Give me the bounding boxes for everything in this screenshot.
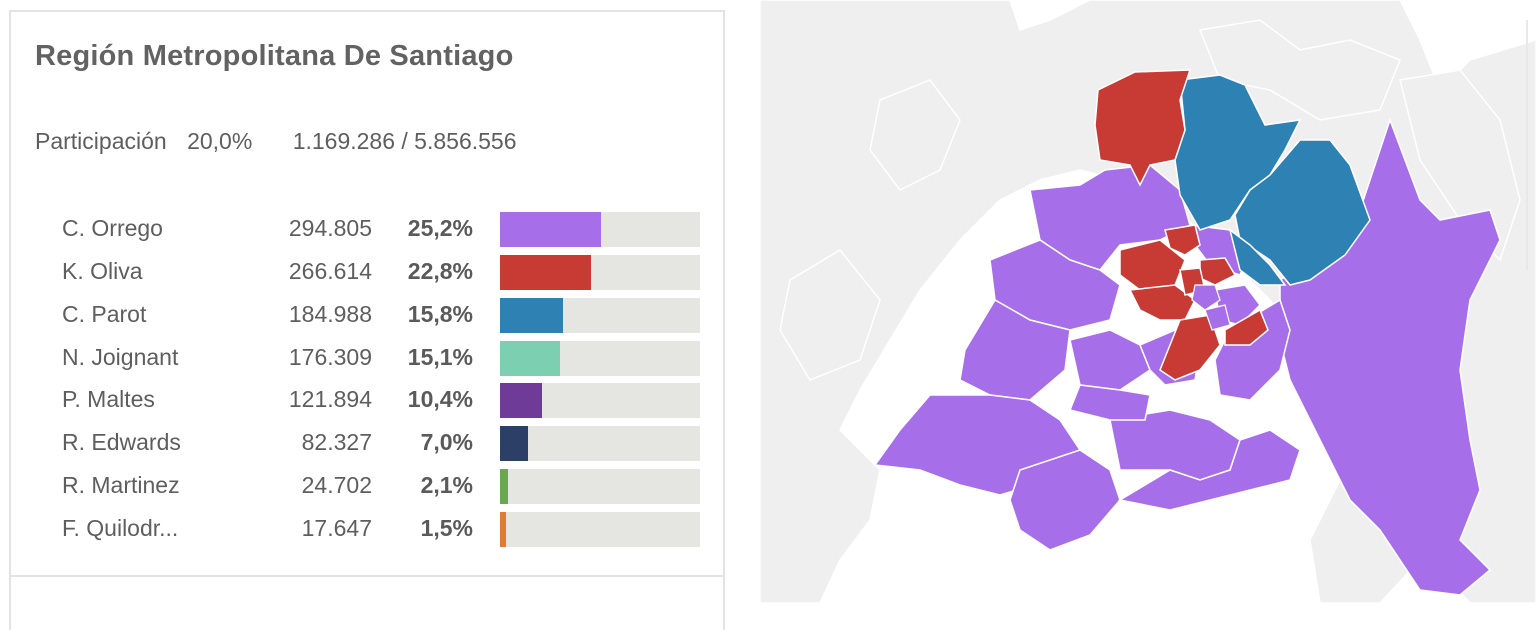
oliva-commune [1094, 69, 1192, 187]
vote-bar-fill [500, 212, 601, 247]
vote-bar-fill [500, 426, 528, 461]
candidate-percent: 15,8% [407, 301, 473, 327]
participation-row: Participación 20,0% 1.169.286 / 5.856.55… [35, 128, 517, 155]
vote-bar-fill [500, 512, 506, 547]
vote-bar-track [500, 426, 700, 461]
results-panel: Región Metropolitana De Santiago Partici… [9, 10, 725, 630]
candidate-votes: 121.894 [288, 386, 372, 412]
parot-commune [1228, 228, 1287, 286]
candidate-votes: 17.647 [301, 515, 372, 541]
orrego-commune [1214, 298, 1291, 401]
vote-bar-fill [500, 469, 509, 504]
candidate-percent: 25,2% [407, 215, 473, 241]
vote-bar-fill [500, 341, 561, 376]
neighbor-region [779, 249, 881, 381]
candidate-row[interactable]: P. Maltes 121.894 10,4% [11, 381, 727, 419]
participation-percent: 20,0% [187, 128, 253, 154]
region-map [760, 0, 1536, 603]
candidate-name: F. Quilodr... [62, 515, 179, 541]
candidate-row[interactable]: C. Orrego 294.805 25,2% [11, 210, 727, 248]
candidate-name: R. Edwards [62, 429, 181, 455]
candidate-votes: 266.614 [288, 258, 372, 284]
vote-bar-track [500, 212, 700, 247]
orrego-commune [959, 298, 1071, 401]
candidate-percent: 2,1% [420, 472, 473, 498]
candidate-name: N. Joignant [62, 344, 179, 370]
edge-divider [1526, 20, 1528, 270]
neighbor-region [869, 79, 961, 191]
candidate-percent: 7,0% [420, 429, 473, 455]
candidate-percent: 15,1% [407, 344, 473, 370]
orrego-commune [1191, 284, 1221, 311]
vote-bar-track [500, 341, 700, 376]
oliva-commune [1164, 224, 1201, 256]
candidate-row[interactable]: R. Martinez 24.702 2,1% [11, 467, 727, 505]
orrego-commune [1069, 329, 1151, 391]
candidate-name: C. Orrego [62, 215, 163, 241]
candidate-row[interactable]: N. Joignant 176.309 15,1% [11, 339, 727, 377]
vote-bar-track [500, 469, 700, 504]
candidate-name: K. Oliva [62, 258, 143, 284]
candidate-percent: 10,4% [407, 386, 473, 412]
candidate-votes: 184.988 [288, 301, 372, 327]
candidate-name: R. Martinez [62, 472, 180, 498]
vote-bar-fill [500, 255, 592, 290]
participation-label: Participación [35, 128, 167, 154]
oliva-commune [1224, 308, 1269, 346]
candidate-name: C. Parot [62, 301, 147, 327]
vote-bar-track [500, 298, 700, 333]
candidate-percent: 22,8% [407, 258, 473, 284]
orrego-commune [1068, 384, 1151, 421]
candidate-percent: 1,5% [420, 515, 473, 541]
panel-divider [11, 575, 723, 577]
region-title: Región Metropolitana De Santiago [35, 40, 514, 72]
candidate-votes: 176.309 [288, 344, 372, 370]
candidate-row[interactable]: R. Edwards 82.327 7,0% [11, 424, 727, 462]
orrego-commune [1204, 304, 1231, 331]
candidate-votes: 294.805 [288, 215, 372, 241]
candidate-votes: 24.702 [301, 472, 372, 498]
orrego-commune [1009, 449, 1121, 551]
orrego-commune [1279, 117, 1501, 596]
candidate-row[interactable]: F. Quilodr... 17.647 1,5% [11, 510, 727, 548]
candidate-votes: 82.327 [301, 429, 372, 455]
vote-bar-fill [500, 383, 542, 418]
orrego-commune [1117, 429, 1301, 511]
participation-ratio: 1.169.286 / 5.856.556 [292, 128, 517, 154]
candidate-row[interactable]: C. Parot 184.988 15,8% [11, 296, 727, 334]
vote-bar-track [500, 383, 700, 418]
candidate-row[interactable]: K. Oliva 266.614 22,8% [11, 253, 727, 291]
vote-bar-fill [500, 298, 564, 333]
map-svg [760, 0, 1536, 603]
candidate-name: P. Maltes [62, 386, 155, 412]
vote-bar-track [500, 512, 700, 547]
vote-bar-track [500, 255, 700, 290]
